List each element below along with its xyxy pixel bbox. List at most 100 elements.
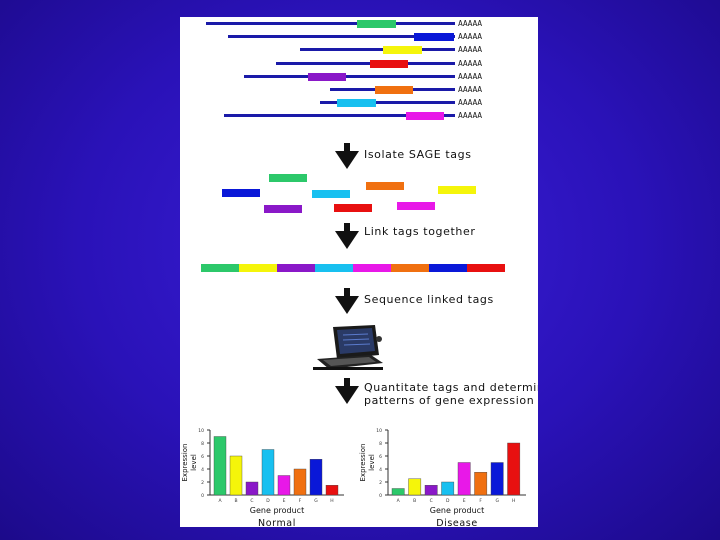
y-tick-label: 2 bbox=[201, 480, 204, 486]
transcript-line bbox=[224, 114, 455, 117]
transcript-tag bbox=[337, 99, 376, 107]
bar bbox=[391, 488, 405, 496]
transcript-tag bbox=[375, 86, 413, 94]
x-tick-label: D bbox=[266, 498, 270, 504]
x-tick-label: C bbox=[430, 498, 433, 504]
y-tick-label: 10 bbox=[376, 428, 382, 434]
step-label-sequence: Sequence linked tags bbox=[364, 293, 494, 306]
bar bbox=[441, 481, 455, 496]
y-tick-label: 4 bbox=[379, 467, 382, 473]
polya-tail: AAAAA bbox=[458, 72, 483, 81]
chart-normal: 0 2 4 6 8 10 A B C D E F G H Expression level Gene produ… bbox=[180, 422, 352, 527]
step-arrow-isolate bbox=[335, 143, 359, 169]
transcript-line bbox=[206, 22, 455, 25]
bar bbox=[261, 449, 275, 496]
polya-tail: AAAAA bbox=[458, 85, 483, 94]
computer-icon bbox=[313, 325, 383, 370]
y-tick-label: 0 bbox=[379, 493, 382, 499]
linked-tag bbox=[391, 264, 429, 272]
transcript-line bbox=[320, 101, 455, 104]
step-arrow-sequence bbox=[335, 288, 359, 314]
linked-tag bbox=[277, 264, 315, 272]
bar bbox=[490, 462, 504, 496]
step-label-quantitate-line2: patterns of gene expression bbox=[364, 394, 535, 407]
transcript-line bbox=[276, 62, 455, 65]
isolated-tag bbox=[269, 174, 307, 182]
bar bbox=[408, 478, 422, 496]
x-axis-label: Gene product bbox=[250, 506, 304, 515]
bar bbox=[245, 481, 259, 496]
isolated-tag bbox=[334, 204, 372, 212]
bar bbox=[507, 442, 521, 496]
y-tick-label: 2 bbox=[379, 480, 382, 486]
y-axis-label-line1: Expression bbox=[181, 444, 189, 482]
bar bbox=[229, 455, 243, 496]
linked-tag bbox=[315, 264, 353, 272]
y-tick-label: 8 bbox=[379, 441, 382, 447]
isolated-tag bbox=[222, 189, 260, 197]
x-tick-label: B bbox=[413, 498, 416, 504]
transcript-tag bbox=[383, 46, 422, 54]
isolated-tag bbox=[312, 190, 350, 198]
polya-tail: AAAAA bbox=[458, 45, 483, 54]
x-tick-label: H bbox=[330, 498, 333, 504]
bar bbox=[293, 468, 307, 496]
bar bbox=[474, 472, 488, 496]
x-tick-label: H bbox=[512, 498, 515, 504]
step-label-link: Link tags together bbox=[364, 225, 476, 238]
isolated-tag bbox=[264, 205, 302, 213]
x-tick-label: D bbox=[446, 498, 450, 504]
polya-tail: AAAAA bbox=[458, 98, 483, 107]
polya-tail: AAAAA bbox=[458, 32, 483, 41]
x-tick-label: F bbox=[479, 498, 482, 504]
x-tick-label: C bbox=[250, 498, 253, 504]
transcript-tag bbox=[406, 112, 444, 120]
y-tick-label: 4 bbox=[201, 467, 204, 473]
isolated-tag bbox=[397, 202, 435, 210]
isolated-tag bbox=[438, 186, 476, 194]
bar bbox=[213, 436, 227, 496]
x-tick-label: A bbox=[218, 498, 222, 504]
bar bbox=[277, 475, 291, 496]
step-label-isolate: Isolate SAGE tags bbox=[364, 148, 472, 161]
linked-tag bbox=[353, 264, 391, 272]
chart-disease: 0 2 4 6 8 10 A B C D E F G H Expression level Gene produ… bbox=[358, 422, 534, 527]
y-tick-label: 10 bbox=[198, 428, 204, 434]
bar bbox=[424, 485, 438, 496]
step-arrow-link bbox=[335, 223, 359, 249]
x-tick-label: A bbox=[397, 498, 401, 504]
bar bbox=[457, 462, 471, 496]
step-arrow-quantitate bbox=[335, 378, 359, 404]
x-tick-label: G bbox=[495, 498, 499, 504]
sage-diagram-panel: AAAAA AAAAA AAAAA AAAAA AAAAA AAAAA AAAAA AAAAA… bbox=[180, 17, 538, 527]
transcript-tag bbox=[308, 73, 346, 81]
y-axis-label-line2: level bbox=[190, 454, 198, 471]
x-tick-label: B bbox=[234, 498, 237, 504]
x-tick-label: E bbox=[283, 498, 286, 504]
transcript-line bbox=[300, 48, 455, 51]
x-axis-label: Gene product bbox=[430, 506, 484, 515]
bar bbox=[325, 485, 339, 496]
transcript-line bbox=[244, 75, 455, 78]
x-tick-label: E bbox=[463, 498, 466, 504]
chart-title: Normal bbox=[258, 518, 296, 527]
polya-tail: AAAAA bbox=[458, 19, 483, 28]
x-tick-label: F bbox=[299, 498, 302, 504]
chart-title: Disease bbox=[436, 518, 478, 527]
y-axis-label-line2: level bbox=[368, 454, 376, 471]
y-tick-label: 8 bbox=[201, 441, 204, 447]
transcript-tag bbox=[357, 20, 396, 28]
y-tick-label: 6 bbox=[379, 454, 382, 460]
linked-tag bbox=[201, 264, 239, 272]
linked-tag bbox=[467, 264, 505, 272]
transcript-tag bbox=[414, 33, 454, 41]
polya-tail: AAAAA bbox=[458, 59, 483, 68]
x-tick-label: G bbox=[314, 498, 318, 504]
isolated-tag bbox=[366, 182, 404, 190]
transcript-tag bbox=[370, 60, 408, 68]
y-tick-label: 6 bbox=[201, 454, 204, 460]
transcript-line bbox=[228, 35, 455, 38]
step-label-quantitate-line1: Quantitate tags and determine bbox=[364, 381, 538, 394]
linked-tag bbox=[239, 264, 277, 272]
y-axis-label-line1: Expression bbox=[359, 444, 367, 482]
